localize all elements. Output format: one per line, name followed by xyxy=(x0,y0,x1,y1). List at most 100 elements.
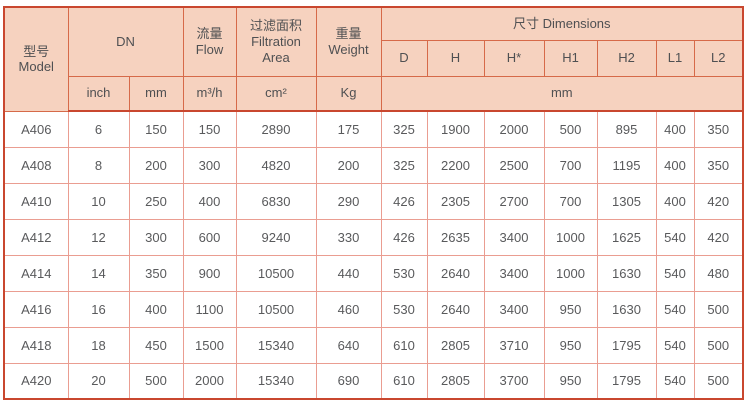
header-filtration-en1: Filtration xyxy=(251,33,301,49)
value-cell: 2805 xyxy=(426,326,485,364)
header-weight-en: Weight xyxy=(328,41,369,57)
value-cell: 300 xyxy=(182,146,237,184)
value-cell: 6 xyxy=(67,110,130,148)
value-cell: 400 xyxy=(655,182,695,220)
value-cell: 2640 xyxy=(426,290,485,328)
header-dim-d: D xyxy=(380,39,428,77)
value-cell: 1630 xyxy=(596,290,657,328)
value-cell: 700 xyxy=(543,146,598,184)
header-dimensions: 尺寸 Dimensions xyxy=(380,6,744,41)
value-cell: 610 xyxy=(380,326,428,364)
value-cell: 690 xyxy=(315,362,382,400)
header-dim-l1: L1 xyxy=(655,39,695,77)
model-cell: A408 xyxy=(3,146,69,184)
table-row: A416 16 400 1100 10500 460 530 2640 3400 950 1630 5… xyxy=(3,290,744,328)
value-cell: 2305 xyxy=(426,182,485,220)
value-cell: 15340 xyxy=(235,362,317,400)
model-cell: A410 xyxy=(3,182,69,220)
unit-dimensions: mm xyxy=(380,75,744,112)
value-cell: 20 xyxy=(67,362,130,400)
value-cell: 3710 xyxy=(483,326,545,364)
value-cell: 290 xyxy=(315,182,382,220)
value-cell: 2890 xyxy=(235,110,317,148)
value-cell: 3400 xyxy=(483,218,545,256)
table-row: A414 14 350 900 10500 440 530 2640 3400 1000 1630 5… xyxy=(3,254,744,292)
value-cell: 400 xyxy=(128,290,184,328)
value-cell: 420 xyxy=(693,218,744,256)
header-flow: 流量 Flow xyxy=(182,6,237,77)
model-cell: A418 xyxy=(3,326,69,364)
value-cell: 530 xyxy=(380,290,428,328)
value-cell: 1500 xyxy=(182,326,237,364)
value-cell: 500 xyxy=(128,362,184,400)
unit-flow: m³/h xyxy=(182,75,237,112)
header-flow-zh: 流量 xyxy=(196,26,223,42)
value-cell: 6830 xyxy=(235,182,317,220)
value-cell: 3400 xyxy=(483,290,545,328)
value-cell: 175 xyxy=(315,110,382,148)
value-cell: 9240 xyxy=(235,218,317,256)
value-cell: 4820 xyxy=(235,146,317,184)
value-cell: 200 xyxy=(128,146,184,184)
header-filtration-area: 过滤面积 Filtration Area xyxy=(235,6,317,77)
value-cell: 2000 xyxy=(182,362,237,400)
value-cell: 1305 xyxy=(596,182,657,220)
value-cell: 2805 xyxy=(426,362,485,400)
value-cell: 150 xyxy=(182,110,237,148)
value-cell: 2200 xyxy=(426,146,485,184)
value-cell: 3400 xyxy=(483,254,545,292)
value-cell: 2635 xyxy=(426,218,485,256)
unit-weight: Kg xyxy=(315,75,382,112)
table-body: A406 6 150 150 2890 175 325 1900 2000 500 895 400 35… xyxy=(3,110,744,400)
value-cell: 3700 xyxy=(483,362,545,400)
value-cell: 440 xyxy=(315,254,382,292)
value-cell: 325 xyxy=(380,146,428,184)
table-row: A418 18 450 1500 15340 640 610 2805 3710 950 1795 5… xyxy=(3,326,744,364)
table-row: A408 8 200 300 4820 200 325 2200 2500 700 1195 400 3… xyxy=(3,146,744,184)
value-cell: 2700 xyxy=(483,182,545,220)
value-cell: 460 xyxy=(315,290,382,328)
value-cell: 610 xyxy=(380,362,428,400)
table-row: A410 10 250 400 6830 290 426 2305 2700 700 1305 400… xyxy=(3,182,744,220)
value-cell: 540 xyxy=(655,290,695,328)
value-cell: 500 xyxy=(543,110,598,148)
value-cell: 14 xyxy=(67,254,130,292)
value-cell: 350 xyxy=(693,146,744,184)
header-flow-en: Flow xyxy=(195,41,224,57)
value-cell: 10 xyxy=(67,182,130,220)
value-cell: 900 xyxy=(182,254,237,292)
header-filtration-en2: Area xyxy=(262,49,290,65)
value-cell: 2500 xyxy=(483,146,545,184)
header-dim-l2: L2 xyxy=(693,39,744,77)
value-cell: 420 xyxy=(693,182,744,220)
value-cell: 16 xyxy=(67,290,130,328)
value-cell: 400 xyxy=(655,146,695,184)
model-cell: A416 xyxy=(3,290,69,328)
header-filtration-zh: 过滤面积 xyxy=(249,18,302,34)
value-cell: 350 xyxy=(693,110,744,148)
header-dim-h2: H2 xyxy=(596,39,657,77)
header-dn: DN xyxy=(67,6,184,77)
value-cell: 400 xyxy=(182,182,237,220)
value-cell: 540 xyxy=(655,218,695,256)
value-cell: 2000 xyxy=(483,110,545,148)
value-cell: 500 xyxy=(693,326,744,364)
header-model-zh: 型号 xyxy=(23,43,50,59)
value-cell: 895 xyxy=(596,110,657,148)
unit-inch: inch xyxy=(67,75,130,112)
unit-mm: mm xyxy=(128,75,184,112)
value-cell: 640 xyxy=(315,326,382,364)
table-row: A420 20 500 2000 15340 690 610 2805 3700 950 1795 5… xyxy=(3,362,744,400)
value-cell: 330 xyxy=(315,218,382,256)
value-cell: 200 xyxy=(315,146,382,184)
value-cell: 950 xyxy=(543,326,598,364)
value-cell: 8 xyxy=(67,146,130,184)
model-cell: A414 xyxy=(3,254,69,292)
value-cell: 10500 xyxy=(235,290,317,328)
unit-area: cm² xyxy=(235,75,317,112)
value-cell: 450 xyxy=(128,326,184,364)
value-cell: 500 xyxy=(693,290,744,328)
table-row: A406 6 150 150 2890 175 325 1900 2000 500 895 400 35… xyxy=(3,110,744,148)
value-cell: 1000 xyxy=(543,254,598,292)
